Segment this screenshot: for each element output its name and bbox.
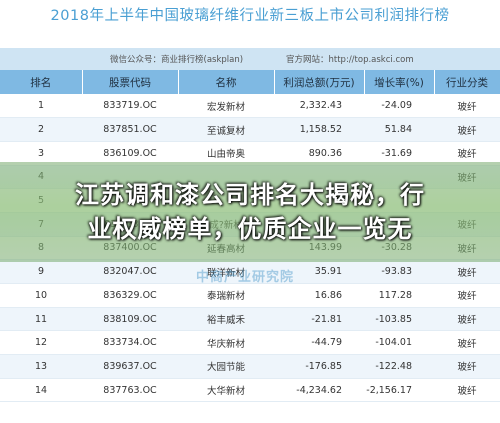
cell-name: 山由帝奥 bbox=[178, 141, 274, 166]
cell-profit: -4,234.62 bbox=[274, 378, 364, 403]
cell-stock-code: 836329.OC bbox=[82, 283, 178, 308]
cell-rank: 11 bbox=[0, 307, 82, 332]
cell-category: 玻纤 bbox=[434, 354, 500, 379]
cell-rank: 3 bbox=[0, 141, 82, 166]
cell-profit: 1,158.52 bbox=[274, 117, 364, 142]
cell-profit: -176.85 bbox=[274, 354, 364, 379]
cell-growth: -2,156.17 bbox=[364, 378, 434, 403]
cell-stock-code: 838109.OC bbox=[82, 307, 178, 332]
header-name: 名称 bbox=[178, 70, 275, 94]
cell-name: 大华新材 bbox=[178, 378, 274, 403]
cell-rank: 14 bbox=[0, 378, 82, 403]
cell-profit: 16.86 bbox=[274, 283, 364, 308]
cell-stock-code: 833734.OC bbox=[82, 330, 178, 356]
overlay-banner: 江苏调和漆公司排名大揭秘，行 业权威榜单，优质企业一览无 bbox=[0, 162, 500, 262]
header-rank: 排名 bbox=[0, 70, 83, 94]
table-row: 2 837851.OC 至诚复材 1,158.52 51.84 玻纤 bbox=[0, 117, 500, 142]
cell-growth: 117.28 bbox=[364, 283, 434, 308]
cell-profit: 890.36 bbox=[274, 141, 364, 166]
website-source: 官方网站：http://top.askci.com bbox=[286, 55, 414, 65]
cell-category: 玻纤 bbox=[434, 307, 500, 332]
cell-name: 至诚复材 bbox=[178, 117, 274, 142]
cell-category: 玻纤 bbox=[434, 330, 500, 356]
cell-growth: -103.85 bbox=[364, 307, 434, 332]
cell-growth: -24.09 bbox=[364, 94, 434, 119]
cell-name: 华庆新材 bbox=[178, 330, 274, 356]
cell-category: 玻纤 bbox=[434, 117, 500, 142]
header-category: 行业分类 bbox=[434, 70, 500, 94]
cell-growth: -122.48 bbox=[364, 354, 434, 379]
cell-stock-code: 837763.OC bbox=[82, 378, 178, 403]
cell-stock-code: 833719.OC bbox=[82, 94, 178, 119]
table-row: 12 833734.OC 华庆新材 -44.79 -104.01 玻纤 bbox=[0, 330, 500, 356]
cell-rank: 1 bbox=[0, 94, 82, 119]
cell-profit: -21.81 bbox=[274, 307, 364, 332]
wechat-source: 微信公众号：商业排行榜(askplan) bbox=[110, 55, 244, 65]
source-bar: 微信公众号：商业排行榜(askplan) 官方网站：http://top.ask… bbox=[0, 48, 500, 70]
cell-name: 大园节能 bbox=[178, 354, 274, 379]
cell-growth: -31.69 bbox=[364, 141, 434, 166]
cell-category: 玻纤 bbox=[434, 141, 500, 166]
cell-name: 宏发新材 bbox=[178, 94, 274, 119]
watermark-text: 中商产业研究院 bbox=[196, 270, 295, 285]
cell-growth: 51.84 bbox=[364, 117, 434, 142]
table-row: 9 832047.OC 联洋新材 35.91 -93.83 玻纤 bbox=[0, 259, 500, 284]
cell-growth: -104.01 bbox=[364, 330, 434, 356]
header-profit: 利润总额(万元) bbox=[274, 70, 365, 94]
banner-line-2: 业权威榜单，优质企业一览无 bbox=[87, 215, 413, 243]
table-row: 13 839637.OC 大园节能 -176.85 -122.48 玻纤 bbox=[0, 354, 500, 379]
cell-stock-code: 832047.OC bbox=[82, 259, 178, 284]
header-stock-code: 股票代码 bbox=[82, 70, 179, 94]
banner-line-1: 江苏调和漆公司排名大揭秘，行 bbox=[75, 181, 425, 209]
table-row: 14 837763.OC 大华新材 -4,234.62 -2,156.17 玻纤 bbox=[0, 378, 500, 403]
page-title: 2018年上半年中国玻璃纤维行业新三板上市公司利润排行榜 bbox=[50, 7, 450, 24]
cell-profit: 2,332.43 bbox=[274, 94, 364, 119]
header-growth: 增长率(%) bbox=[364, 70, 435, 94]
table-row: 1 833719.OC 宏发新材 2,332.43 -24.09 玻纤 bbox=[0, 94, 500, 119]
cell-rank: 9 bbox=[0, 259, 82, 284]
cell-category: 玻纤 bbox=[434, 94, 500, 119]
cell-growth: -93.83 bbox=[364, 259, 434, 284]
cell-profit: -44.79 bbox=[274, 330, 364, 356]
cell-rank: 10 bbox=[0, 283, 82, 308]
table-row: 11 838109.OC 裕丰威禾 -21.81 -103.85 玻纤 bbox=[0, 307, 500, 332]
cell-name: 裕丰威禾 bbox=[178, 307, 274, 332]
cell-rank: 13 bbox=[0, 354, 82, 379]
cell-stock-code: 839637.OC bbox=[82, 354, 178, 379]
cell-rank: 2 bbox=[0, 117, 82, 142]
cell-name: 联洋新材 bbox=[178, 259, 274, 284]
cell-category: 玻纤 bbox=[434, 259, 500, 284]
cell-rank: 12 bbox=[0, 330, 82, 356]
cell-stock-code: 837851.OC bbox=[82, 117, 178, 142]
cell-profit: 35.91 bbox=[274, 259, 364, 284]
cell-category: 玻纤 bbox=[434, 283, 500, 308]
cell-name: 泰瑞新材 bbox=[178, 283, 274, 308]
table-header-row: 排名 股票代码 名称 利润总额(万元) 增长率(%) 行业分类 bbox=[0, 70, 500, 94]
cell-category: 玻纤 bbox=[434, 378, 500, 403]
table-row: 10 836329.OC 泰瑞新材 16.86 117.28 玻纤 bbox=[0, 283, 500, 308]
